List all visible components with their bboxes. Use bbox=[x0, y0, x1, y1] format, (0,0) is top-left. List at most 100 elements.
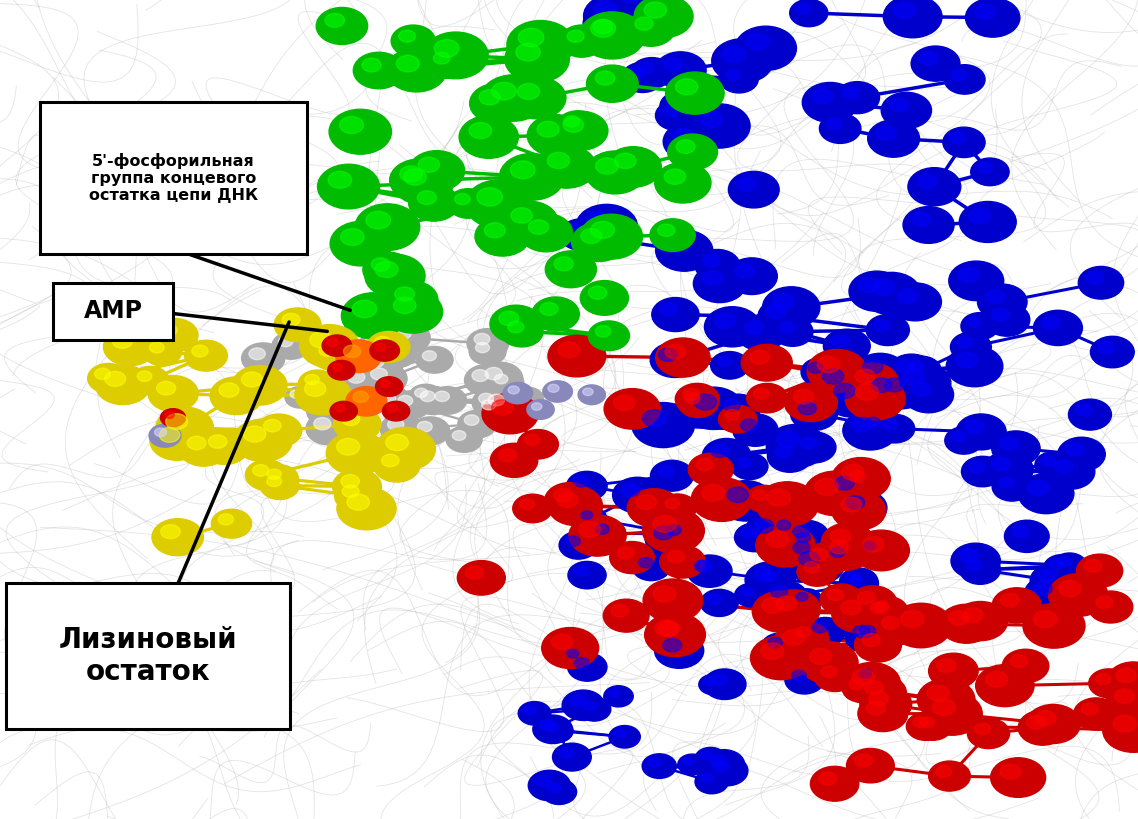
Circle shape bbox=[394, 297, 417, 314]
Circle shape bbox=[854, 353, 907, 391]
Circle shape bbox=[766, 531, 789, 547]
Circle shape bbox=[991, 457, 1011, 471]
Circle shape bbox=[131, 366, 170, 394]
Circle shape bbox=[384, 291, 443, 333]
Circle shape bbox=[1012, 525, 1029, 537]
Circle shape bbox=[1000, 437, 1019, 450]
Circle shape bbox=[419, 157, 439, 172]
Circle shape bbox=[296, 382, 338, 413]
Circle shape bbox=[904, 377, 954, 413]
Circle shape bbox=[541, 223, 555, 233]
Circle shape bbox=[655, 101, 696, 130]
Circle shape bbox=[583, 388, 593, 396]
Circle shape bbox=[866, 596, 908, 627]
Circle shape bbox=[187, 437, 206, 450]
Circle shape bbox=[648, 758, 661, 767]
Circle shape bbox=[420, 391, 435, 401]
Circle shape bbox=[488, 370, 523, 396]
Circle shape bbox=[735, 583, 767, 607]
Circle shape bbox=[1041, 316, 1061, 329]
Circle shape bbox=[694, 394, 717, 410]
Circle shape bbox=[893, 2, 916, 18]
Circle shape bbox=[610, 541, 654, 573]
Circle shape bbox=[797, 3, 810, 14]
Circle shape bbox=[1077, 554, 1123, 587]
Circle shape bbox=[852, 669, 874, 686]
Circle shape bbox=[371, 258, 390, 271]
Circle shape bbox=[802, 83, 858, 122]
Circle shape bbox=[1048, 574, 1107, 617]
Circle shape bbox=[810, 548, 828, 561]
Circle shape bbox=[336, 340, 381, 373]
Circle shape bbox=[306, 413, 352, 445]
Circle shape bbox=[314, 418, 331, 430]
Circle shape bbox=[864, 541, 875, 550]
Circle shape bbox=[479, 90, 501, 105]
Circle shape bbox=[950, 132, 966, 143]
Circle shape bbox=[843, 411, 897, 450]
Circle shape bbox=[553, 488, 572, 502]
Circle shape bbox=[733, 414, 778, 446]
Circle shape bbox=[469, 338, 506, 365]
Circle shape bbox=[241, 343, 284, 374]
Circle shape bbox=[511, 161, 535, 179]
Circle shape bbox=[603, 600, 649, 632]
Circle shape bbox=[702, 485, 725, 501]
Circle shape bbox=[578, 385, 605, 405]
Circle shape bbox=[459, 115, 519, 158]
Circle shape bbox=[900, 610, 924, 627]
Circle shape bbox=[654, 162, 711, 203]
Circle shape bbox=[423, 32, 488, 79]
Circle shape bbox=[761, 633, 800, 661]
Circle shape bbox=[341, 474, 360, 488]
Circle shape bbox=[531, 403, 542, 410]
Circle shape bbox=[586, 211, 610, 229]
Circle shape bbox=[1038, 569, 1056, 582]
Circle shape bbox=[1034, 452, 1071, 477]
Circle shape bbox=[678, 754, 707, 775]
Circle shape bbox=[954, 601, 1007, 640]
Circle shape bbox=[539, 720, 554, 731]
Circle shape bbox=[527, 400, 554, 419]
Circle shape bbox=[710, 754, 726, 766]
Circle shape bbox=[701, 774, 714, 783]
Circle shape bbox=[1024, 576, 1075, 612]
Circle shape bbox=[858, 695, 908, 731]
Circle shape bbox=[303, 387, 319, 399]
Circle shape bbox=[638, 558, 653, 568]
Circle shape bbox=[96, 365, 150, 405]
Circle shape bbox=[343, 485, 360, 497]
Circle shape bbox=[756, 524, 815, 567]
Circle shape bbox=[1106, 683, 1138, 721]
Circle shape bbox=[702, 438, 751, 473]
Circle shape bbox=[791, 589, 822, 611]
Circle shape bbox=[922, 692, 982, 735]
Circle shape bbox=[650, 342, 699, 378]
Circle shape bbox=[562, 690, 604, 721]
Circle shape bbox=[735, 264, 754, 278]
Circle shape bbox=[658, 224, 675, 237]
Circle shape bbox=[299, 324, 360, 368]
Circle shape bbox=[830, 541, 849, 554]
Circle shape bbox=[284, 387, 315, 408]
Circle shape bbox=[949, 261, 1004, 301]
Circle shape bbox=[244, 426, 266, 442]
Circle shape bbox=[882, 419, 897, 430]
Circle shape bbox=[852, 417, 873, 432]
Circle shape bbox=[580, 511, 593, 519]
Circle shape bbox=[826, 470, 877, 507]
Circle shape bbox=[398, 30, 415, 43]
Circle shape bbox=[1081, 703, 1098, 715]
Circle shape bbox=[335, 405, 345, 412]
Circle shape bbox=[959, 555, 1000, 584]
Circle shape bbox=[1044, 554, 1080, 581]
Circle shape bbox=[435, 39, 459, 57]
Circle shape bbox=[690, 556, 726, 582]
Circle shape bbox=[568, 653, 607, 681]
Circle shape bbox=[160, 525, 180, 539]
Circle shape bbox=[381, 455, 399, 467]
Circle shape bbox=[386, 48, 446, 92]
Circle shape bbox=[102, 300, 121, 313]
Circle shape bbox=[838, 490, 887, 526]
Circle shape bbox=[967, 718, 1009, 749]
